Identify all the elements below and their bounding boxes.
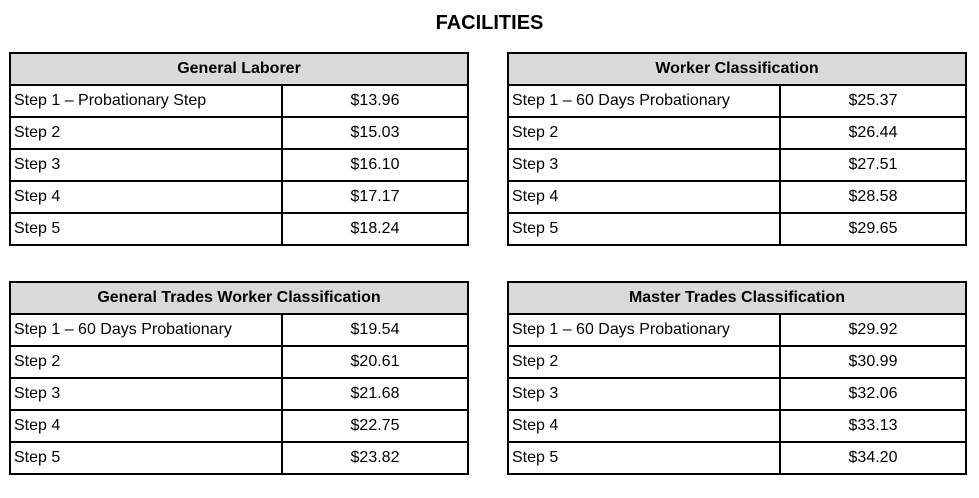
step-label: Step 5 (507, 441, 781, 475)
rate-value: $16.10 (280, 148, 470, 182)
table-heading: General Trades Worker Classification (9, 281, 469, 315)
rate-value: $34.20 (779, 441, 967, 475)
table-row: Step 2 $20.61 (9, 345, 469, 379)
table-row: Step 3 $16.10 (9, 148, 470, 182)
step-label: Step 4 (9, 180, 283, 214)
rate-value: $20.61 (281, 345, 469, 379)
step-label: Step 3 (507, 148, 781, 182)
step-label: Step 1 – Probationary Step (9, 84, 283, 118)
rate-value: $30.99 (779, 345, 967, 379)
table-row: Step 3 $27.51 (507, 148, 967, 182)
rate-value: $23.82 (281, 441, 469, 475)
rate-value: $13.96 (280, 84, 470, 118)
step-label: Step 1 – 60 Days Probationary (507, 84, 781, 118)
table-row: Step 5 $29.65 (507, 212, 967, 246)
step-label: Step 3 (9, 377, 283, 411)
step-label: Step 5 (9, 212, 283, 246)
rate-value: $29.92 (779, 313, 967, 347)
rate-value: $15.03 (280, 116, 470, 150)
step-label: Step 4 (507, 409, 781, 443)
table-row: Step 5 $18.24 (9, 212, 470, 246)
table-row: Step 3 $32.06 (507, 377, 967, 411)
table-row: Step 5 $23.82 (9, 441, 469, 475)
table-row: Step 3 $21.68 (9, 377, 469, 411)
step-label: Step 2 (507, 116, 781, 150)
rate-value: $22.75 (281, 409, 469, 443)
rate-value: $25.37 (779, 84, 967, 118)
step-label: Step 3 (507, 377, 781, 411)
table-row: Step 1 – 60 Days Probationary $19.54 (9, 313, 469, 347)
table-row: Step 4 $28.58 (507, 180, 967, 214)
table-row: Step 2 $30.99 (507, 345, 967, 379)
table-row: Step 4 $22.75 (9, 409, 469, 443)
rate-value: $33.13 (779, 409, 967, 443)
rate-value: $17.17 (280, 180, 470, 214)
step-label: Step 5 (507, 212, 781, 246)
worker-classification-table: Worker Classification Step 1 – 60 Days P… (507, 52, 967, 246)
rate-value: $21.68 (281, 377, 469, 411)
table-row: Step 1 – 60 Days Probationary $29.92 (507, 313, 967, 347)
general-trades-worker-table: General Trades Worker Classification Ste… (9, 281, 469, 475)
step-label: Step 4 (9, 409, 283, 443)
table-row: Step 5 $34.20 (507, 441, 967, 475)
table-heading: Master Trades Classification (507, 281, 967, 315)
rate-value: $27.51 (779, 148, 967, 182)
step-label: Step 2 (9, 345, 283, 379)
table-row: Step 4 $33.13 (507, 409, 967, 443)
table-row: Step 1 – Probationary Step $13.96 (9, 84, 470, 118)
step-label: Step 2 (507, 345, 781, 379)
rate-value: $32.06 (779, 377, 967, 411)
step-label: Step 5 (9, 441, 283, 475)
step-label: Step 2 (9, 116, 283, 150)
step-label: Step 1 – 60 Days Probationary (9, 313, 283, 347)
rate-value: $29.65 (779, 212, 967, 246)
general-laborer-table: General Laborer Step 1 – Probationary St… (8, 52, 470, 246)
table-heading: Worker Classification (507, 52, 967, 86)
step-label: Step 4 (507, 180, 781, 214)
table-heading: General Laborer (8, 52, 470, 86)
table-row: Step 2 $26.44 (507, 116, 967, 150)
table-row: Step 4 $17.17 (9, 180, 470, 214)
rate-value: $26.44 (779, 116, 967, 150)
page-title: FACILITIES (435, 12, 544, 34)
rate-value: $19.54 (281, 313, 469, 347)
rate-value: $18.24 (280, 212, 470, 246)
rate-value: $28.58 (779, 180, 967, 214)
master-trades-table: Master Trades Classification Step 1 – 60… (507, 281, 967, 475)
table-row: Step 2 $15.03 (9, 116, 470, 150)
step-label: Step 3 (9, 148, 283, 182)
table-row: Step 1 – 60 Days Probationary $25.37 (507, 84, 967, 118)
step-label: Step 1 – 60 Days Probationary (507, 313, 781, 347)
